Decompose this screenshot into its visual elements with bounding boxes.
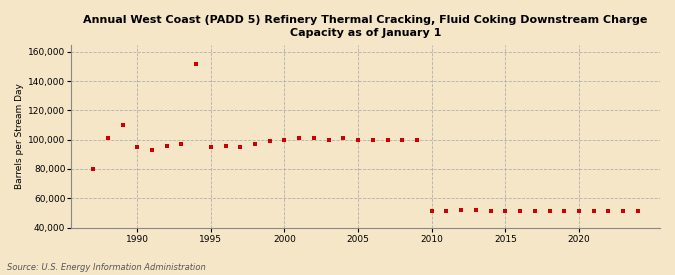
Y-axis label: Barrels per Stream Day: Barrels per Stream Day <box>15 83 24 189</box>
Point <box>88 167 99 171</box>
Point <box>456 208 466 212</box>
Point <box>412 138 423 142</box>
Point <box>515 209 526 214</box>
Point <box>441 209 452 214</box>
Point <box>485 209 496 214</box>
Point <box>559 209 570 214</box>
Point <box>279 138 290 142</box>
Point <box>323 138 334 142</box>
Point <box>529 209 540 214</box>
Point <box>191 61 202 66</box>
Point <box>176 142 187 146</box>
Point <box>382 138 393 142</box>
Point <box>632 209 643 214</box>
Point <box>294 136 304 141</box>
Point <box>397 138 408 142</box>
Point <box>250 142 261 146</box>
Point <box>353 138 364 142</box>
Point <box>308 136 319 141</box>
Point <box>117 123 128 127</box>
Text: Source: U.S. Energy Information Administration: Source: U.S. Energy Information Administ… <box>7 263 205 272</box>
Point <box>427 209 437 214</box>
Point <box>146 148 157 152</box>
Point <box>338 136 349 141</box>
Point <box>618 209 628 214</box>
Point <box>470 208 481 212</box>
Point <box>603 209 614 214</box>
Point <box>574 209 585 214</box>
Point <box>367 138 378 142</box>
Point <box>161 143 172 148</box>
Point <box>544 209 555 214</box>
Point <box>132 145 142 149</box>
Point <box>103 136 113 141</box>
Point <box>205 145 216 149</box>
Point <box>500 209 511 214</box>
Point <box>589 209 599 214</box>
Point <box>265 139 275 143</box>
Point <box>235 145 246 149</box>
Title: Annual West Coast (PADD 5) Refinery Thermal Cracking, Fluid Coking Downstream Ch: Annual West Coast (PADD 5) Refinery Ther… <box>83 15 648 38</box>
Point <box>220 143 231 148</box>
